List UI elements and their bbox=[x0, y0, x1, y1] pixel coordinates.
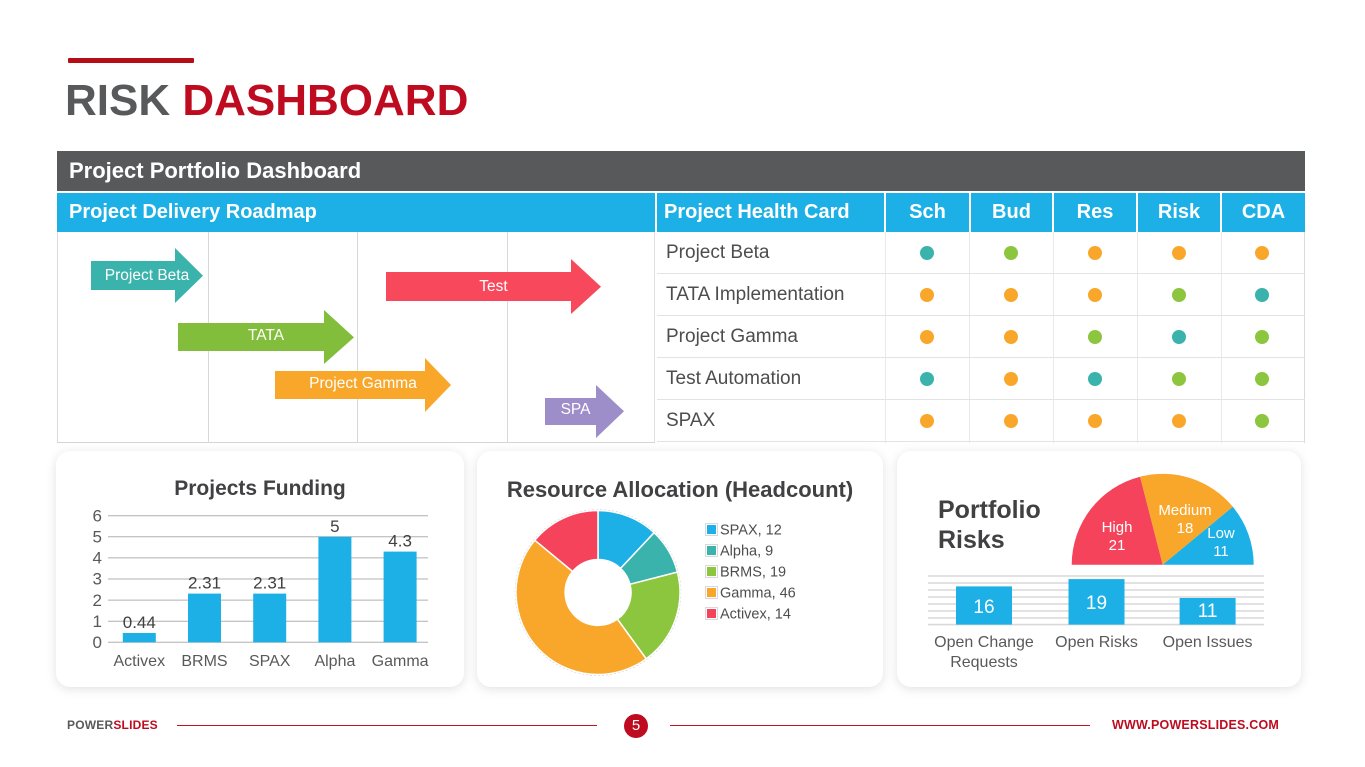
svg-text:0.44: 0.44 bbox=[123, 613, 156, 632]
svg-text:21: 21 bbox=[1109, 537, 1126, 554]
svg-text:Open Issues: Open Issues bbox=[1163, 634, 1253, 651]
svg-text:High: High bbox=[1102, 519, 1133, 536]
svg-text:11: 11 bbox=[1198, 601, 1218, 622]
svg-text:Activex, 14: Activex, 14 bbox=[720, 607, 791, 623]
svg-text:16: 16 bbox=[973, 597, 994, 618]
svg-text:1: 1 bbox=[93, 612, 102, 631]
svg-text:Activex: Activex bbox=[114, 653, 166, 670]
svg-text:6: 6 bbox=[93, 506, 102, 525]
svg-text:Gamma, 46: Gamma, 46 bbox=[720, 586, 796, 602]
svg-text:5: 5 bbox=[93, 528, 102, 547]
svg-text:SPAX, 12: SPAX, 12 bbox=[720, 523, 782, 539]
svg-text:11: 11 bbox=[1213, 543, 1229, 560]
svg-text:Open Change: Open Change bbox=[934, 634, 1034, 651]
svg-text:Alpha, 9: Alpha, 9 bbox=[720, 544, 773, 560]
svg-text:Open Risks: Open Risks bbox=[1055, 634, 1138, 651]
svg-text:2.31: 2.31 bbox=[253, 574, 286, 593]
svg-text:Alpha: Alpha bbox=[314, 653, 355, 670]
svg-text:3: 3 bbox=[93, 570, 102, 589]
svg-text:Requests: Requests bbox=[950, 654, 1018, 671]
svg-text:5: 5 bbox=[330, 517, 339, 536]
svg-text:2.31: 2.31 bbox=[188, 574, 221, 593]
svg-text:Gamma: Gamma bbox=[372, 653, 429, 670]
svg-text:0: 0 bbox=[93, 633, 102, 652]
svg-text:Low: Low bbox=[1207, 525, 1235, 542]
svg-text:2: 2 bbox=[93, 591, 102, 610]
svg-text:SPAX: SPAX bbox=[249, 653, 291, 670]
svg-text:19: 19 bbox=[1086, 593, 1107, 614]
svg-text:BRMS: BRMS bbox=[181, 653, 227, 670]
svg-text:Medium: Medium bbox=[1158, 502, 1211, 519]
svg-text:4: 4 bbox=[93, 549, 102, 568]
svg-text:4.3: 4.3 bbox=[388, 532, 412, 551]
svg-text:BRMS, 19: BRMS, 19 bbox=[720, 565, 786, 581]
svg-text:18: 18 bbox=[1177, 520, 1194, 537]
